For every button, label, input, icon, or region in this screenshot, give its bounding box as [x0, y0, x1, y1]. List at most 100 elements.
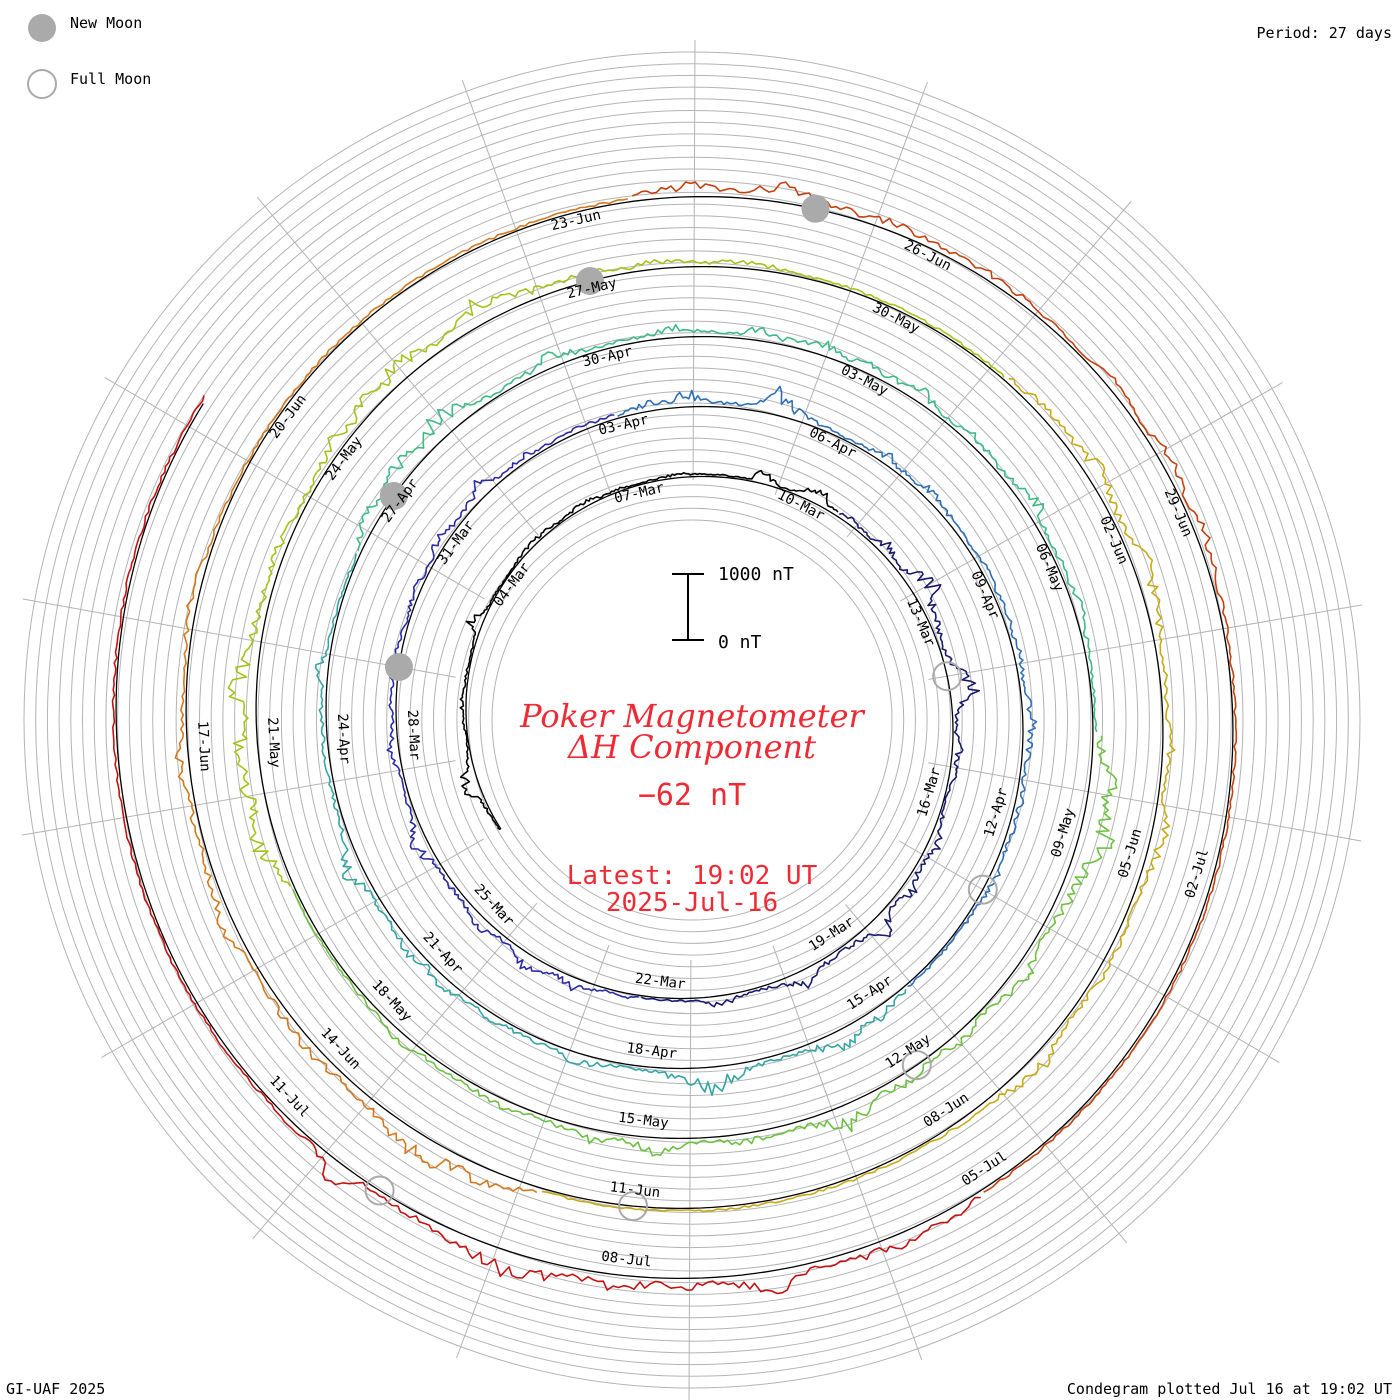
current-value: −62 nT: [638, 778, 746, 813]
grid-ring: [82, 110, 1302, 1330]
grid-ring: [444, 472, 940, 968]
grid-spoke: [104, 376, 485, 600]
full-moon-marker: [967, 874, 998, 905]
grid-ring: [93, 121, 1291, 1319]
grid-ring: [479, 507, 905, 933]
new-moon-marker: [385, 653, 413, 681]
date-label: 24-Apr: [334, 713, 353, 764]
grid-ring: [339, 367, 1045, 1073]
grid-ring: [304, 332, 1080, 1108]
date-label: 15-Apr: [844, 973, 895, 1014]
date-label: 22-Mar: [634, 971, 686, 993]
date-label: 03-May: [838, 362, 890, 399]
grid-ring: [327, 355, 1057, 1085]
grid-spoke: [688, 959, 692, 1400]
grid-ring: [292, 320, 1092, 1120]
grid-ring: [433, 461, 951, 979]
grid-spoke: [256, 196, 539, 536]
data-series-line-11: [632, 181, 1238, 1193]
grid-ring: [152, 180, 1232, 1260]
new-moon-marker: [576, 267, 604, 295]
grid-ring: [386, 414, 998, 1026]
grid-ring: [397, 425, 987, 1015]
period-label: Period: 27 days: [1257, 24, 1392, 42]
data-series-line-1: [459, 469, 839, 831]
date-label: 26-Jun: [901, 237, 953, 274]
grid-spoke: [252, 902, 538, 1240]
full-moon-marker: [932, 661, 963, 692]
grid-ring: [23, 51, 1361, 1389]
full-moon-legend-icon: [27, 69, 57, 99]
date-label: 09-Apr: [967, 569, 1002, 622]
grid-spoke: [900, 382, 1283, 602]
data-series-line-6: [356, 324, 1098, 733]
scale-bottom-label: 0 nT: [718, 632, 762, 653]
grid-layer: [21, 39, 1363, 1400]
full-moon-marker: [901, 1050, 932, 1081]
scale-bar: [672, 573, 704, 641]
date-label: 05-Jul: [959, 1148, 1010, 1189]
grid-ring: [117, 145, 1267, 1295]
grid-ring: [491, 519, 893, 921]
grid-ring: [140, 168, 1244, 1272]
data-series-line-9: [541, 377, 1176, 1213]
grid-spoke: [845, 904, 1128, 1244]
new-moon-marker: [379, 482, 408, 510]
footer-credit: GI-UAF 2025: [6, 1380, 105, 1398]
data-series-line-12: [111, 395, 981, 1295]
grid-ring: [234, 262, 1150, 1178]
grid-ring: [456, 484, 928, 956]
grid-spoke: [928, 762, 1362, 842]
baseline-layer: [115, 195, 1234, 1280]
grid-ring: [280, 308, 1104, 1132]
date-label: 08-Jun: [921, 1090, 972, 1131]
date-label: 31-Mar: [435, 518, 478, 568]
grid-ring: [316, 344, 1068, 1096]
date-label: 04-Mar: [491, 560, 534, 610]
chart-subtitle: ΔH Component: [566, 728, 816, 766]
grid-spoke: [846, 200, 1132, 538]
date-label: 02-Jul: [1182, 847, 1212, 900]
date-label: 18-May: [368, 977, 414, 1025]
data-series-line-10: [174, 198, 628, 1194]
date-label: 12-May: [883, 1031, 934, 1072]
grid-ring: [163, 191, 1221, 1249]
grid-ring: [210, 238, 1174, 1202]
grid-ring: [374, 402, 1010, 1038]
grid-ring: [421, 449, 963, 991]
date-label: 23-Jun: [550, 207, 603, 234]
date-label: 18-Apr: [626, 1040, 678, 1062]
moon-layer: [364, 194, 998, 1222]
grid-ring: [105, 133, 1279, 1307]
new-moon-marker: [801, 194, 830, 223]
latest-date: 2025-Jul-16: [606, 888, 778, 918]
chart-title: Poker Magnetometer: [519, 697, 865, 735]
grid-ring: [257, 285, 1127, 1155]
date-label: 10-Mar: [775, 487, 827, 524]
full-moon-legend-label: Full Moon: [70, 70, 151, 88]
data-series-line-4: [617, 385, 1038, 988]
grid-spoke: [101, 838, 484, 1058]
date-label: 06-May: [1032, 541, 1067, 594]
date-label: 21-May: [264, 717, 283, 768]
grid-spoke: [772, 945, 923, 1361]
footer-plotted: Condegram plotted Jul 16 at 19:02 UT: [1067, 1380, 1392, 1398]
new-moon-legend-label: New Moon: [70, 14, 142, 32]
new-moon-legend-icon: [28, 14, 56, 42]
grid-ring: [187, 215, 1197, 1225]
data-series-line-5: [314, 553, 907, 1097]
grid-spoke: [928, 604, 1363, 680]
grid-ring: [128, 156, 1256, 1284]
date-label: 09-May: [1048, 806, 1078, 859]
date-label: 17-Jun: [194, 721, 213, 772]
latest-time: Latest: 19:02 UT: [567, 861, 818, 891]
grid-spoke: [692, 39, 696, 481]
grid-ring: [46, 74, 1338, 1366]
date-label: 08-Jul: [600, 1249, 652, 1271]
data-series-line-8: [227, 259, 1005, 887]
grid-spoke: [899, 840, 1280, 1064]
date-label: 21-Apr: [420, 929, 466, 977]
data-series-line-7: [292, 735, 1118, 1157]
grid-ring: [199, 227, 1185, 1213]
